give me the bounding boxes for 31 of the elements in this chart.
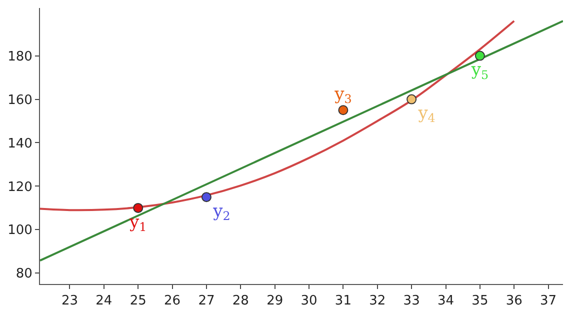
y-tick-label: 120 <box>8 180 32 195</box>
point <box>201 192 212 202</box>
y-tick-label: 100 <box>8 223 32 238</box>
series-label: y$_{1}$ <box>128 212 147 234</box>
x-tick-label: 35 <box>472 294 488 309</box>
x-tick-label: 32 <box>369 294 386 309</box>
x-tick-label: 25 <box>130 294 146 309</box>
point <box>133 202 144 213</box>
x-tick-label: 31 <box>334 294 352 309</box>
x-tick-label: 24 <box>96 294 112 309</box>
x-tick-label: 33 <box>403 294 420 309</box>
x-tick-label: 30 <box>300 294 318 309</box>
x-tick-label: 36 <box>506 294 522 309</box>
y-tick-label: 80 <box>16 266 32 282</box>
point <box>406 94 417 104</box>
point <box>474 50 485 61</box>
x-tick-label: 26 <box>164 294 181 309</box>
x-tick-label: 29 <box>266 294 284 309</box>
x-tick-label: 27 <box>198 294 215 309</box>
y-tick-label: 140 <box>8 136 32 152</box>
series-label: y$_{5}$ <box>470 60 489 82</box>
y-tick-label: 180 <box>8 49 32 64</box>
x-tick-label: 37 <box>540 294 557 309</box>
point <box>338 105 348 116</box>
series-label: y$_{2}$ <box>212 201 230 224</box>
y-tick-label: 160 <box>8 92 32 108</box>
x-tick-label: 23 <box>61 294 78 309</box>
series-label: y$_{3}$ <box>334 84 352 106</box>
x-tick-label: 34 <box>437 294 454 309</box>
x-tick-label: 28 <box>232 294 249 309</box>
series-label: y$_{4}$ <box>417 104 436 126</box>
